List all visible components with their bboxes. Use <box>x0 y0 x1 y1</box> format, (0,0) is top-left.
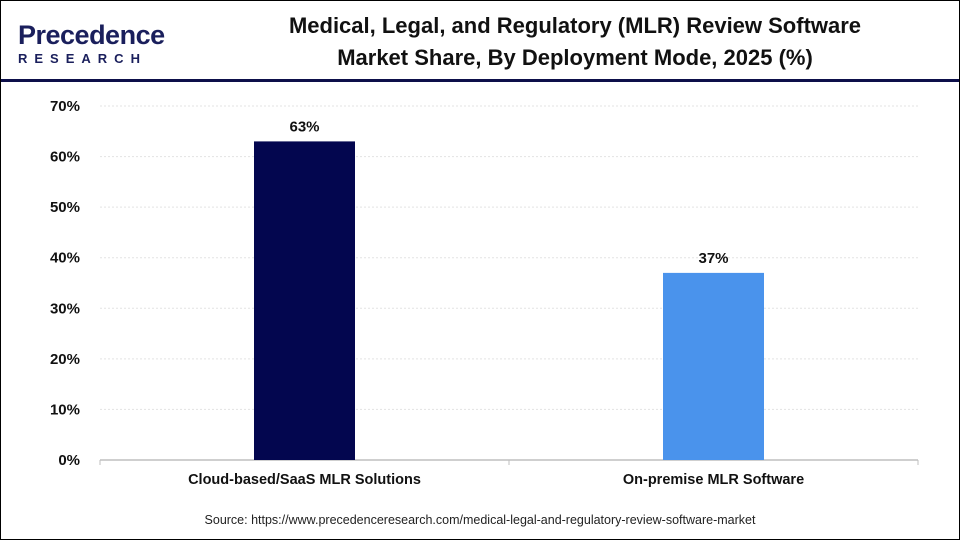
y-tick-label: 70% <box>50 98 80 115</box>
y-tick-label: 10% <box>50 401 80 418</box>
y-tick-label: 20% <box>50 351 80 368</box>
title-line-1: Medical, Legal, and Regulatory (MLR) Rev… <box>288 13 862 38</box>
source-note: Source: https://www.precedenceresearch.c… <box>204 513 756 527</box>
logo-subtitle: RESEARCH <box>18 51 147 66</box>
y-tick-label: 0% <box>58 452 80 469</box>
logo-wordmark: Precedence <box>18 20 165 50</box>
data-label: 63% <box>289 118 319 135</box>
y-tick-label: 60% <box>50 149 80 166</box>
x-category-label: Cloud-based/SaaS MLR Solutions <box>188 472 421 488</box>
logo: Precedence RESEARCH <box>18 20 165 67</box>
bar <box>254 141 355 460</box>
data-label: 37% <box>698 250 728 267</box>
y-tick-label: 50% <box>50 199 80 216</box>
bar <box>663 272 764 460</box>
y-tick-label: 30% <box>50 300 80 317</box>
chart-title: Medical, Legal, and Regulatory (MLR) Rev… <box>210 10 940 74</box>
header-divider <box>1 79 959 82</box>
y-tick-label: 40% <box>50 250 80 267</box>
title-line-2: Market Share, By Deployment Mode, 2025 (… <box>337 45 813 70</box>
x-category-label: On-premise MLR Software <box>623 472 804 488</box>
